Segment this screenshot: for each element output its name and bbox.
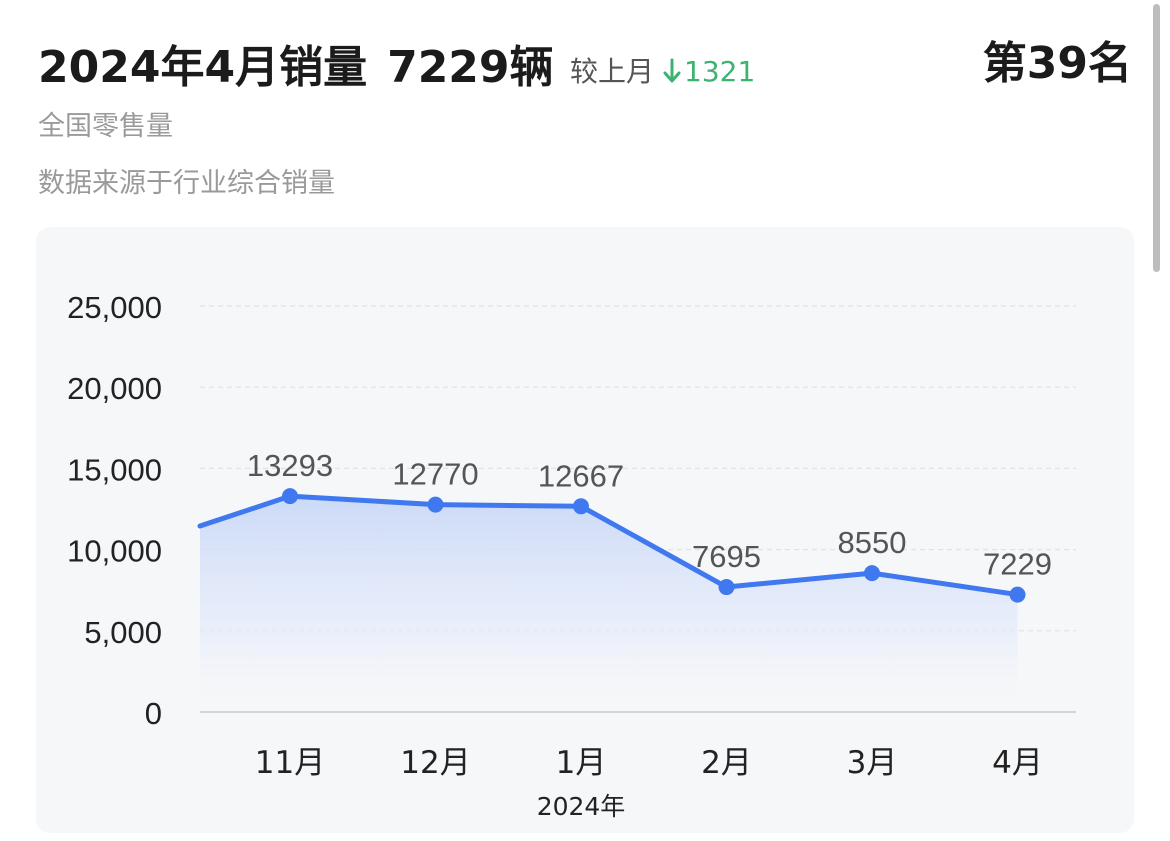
compare-delta: 1321 (684, 55, 756, 88)
title-sales-value: 7229辆 (387, 42, 554, 93)
data-source-note: 数据来源于行业综合销量 (38, 168, 335, 199)
series-area (200, 496, 1018, 712)
compare-label: 较上月 (570, 55, 655, 88)
title-period: 2024年4月销量 (38, 42, 368, 93)
y-tick-label: 10,000 (67, 534, 162, 569)
data-label: 7229 (983, 547, 1052, 582)
data-label: 13293 (247, 448, 333, 483)
scrollbar[interactable] (1153, 4, 1160, 272)
x-tick-label: 3月 (847, 745, 898, 781)
data-point (282, 488, 298, 505)
sales-line-chart: 0 5,000 10,000 15,000 20,000 25,000 13293 12770… (67, 290, 1076, 821)
arrow-down-icon (663, 58, 681, 83)
data-point (573, 498, 589, 515)
data-point (427, 496, 444, 513)
data-point (864, 565, 880, 582)
data-label: 8550 (838, 525, 907, 560)
y-tick-label: 25,000 (67, 290, 162, 325)
y-tick-label: 15,000 (67, 452, 162, 487)
x-tick-label: 1月 (556, 745, 607, 781)
x-tick-label: 2月 (701, 745, 752, 781)
data-label: 12770 (392, 457, 478, 492)
page-title: 2024年4月销量 7229辆 (38, 38, 554, 98)
data-point (718, 579, 735, 596)
data-point (1009, 586, 1026, 603)
x-axis-label: 2024年 (537, 792, 626, 821)
data-label: 12667 (538, 458, 624, 493)
x-tick-label: 11月 (255, 745, 325, 781)
sales-scope: 全国零售量 (38, 111, 173, 142)
x-tick-label: 4月 (992, 745, 1043, 781)
chart-card: 0 5,000 10,000 15,000 20,000 25,000 13293 12770… (36, 227, 1134, 833)
y-tick-label: 5,000 (84, 615, 162, 650)
data-label: 7695 (692, 539, 761, 574)
month-comparison: 较上月 1321 (570, 52, 755, 92)
x-tick-label: 12月 (400, 745, 470, 781)
rank-badge: 第39名 (982, 38, 1132, 89)
y-tick-label: 20,000 (67, 371, 162, 406)
y-tick-label: 0 (145, 696, 162, 731)
